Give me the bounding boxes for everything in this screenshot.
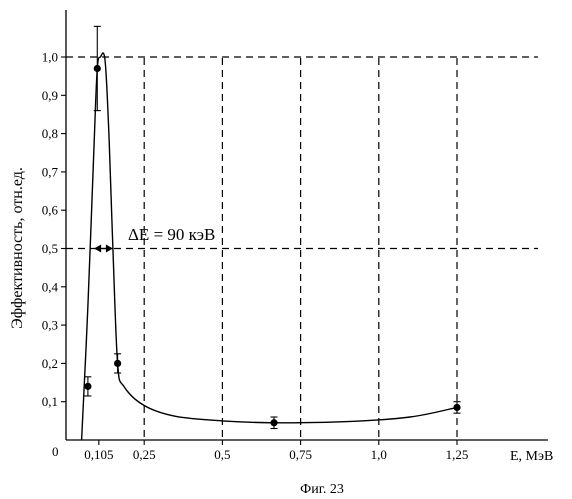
y-tick-label: 0,6 bbox=[42, 203, 59, 218]
y-tick-label: 0,5 bbox=[42, 241, 58, 256]
efficiency-curve bbox=[82, 53, 457, 440]
origin-label: 0 bbox=[52, 444, 59, 459]
x-tick-label: 0,5 bbox=[214, 447, 230, 462]
y-tick-label: 0,1 bbox=[42, 394, 58, 409]
curve-layer bbox=[82, 53, 457, 440]
x-axis-title: E, МэВ bbox=[510, 449, 553, 464]
x-tick-label: 0,25 bbox=[133, 447, 156, 462]
data-point bbox=[114, 360, 121, 367]
x-tick-label: 0,75 bbox=[289, 447, 312, 462]
x-tick-label: 0,105 bbox=[84, 447, 113, 462]
tick-labels: 0,105 0,25 0,5 0,75 1,0 1,25 0,1 0,2 0,3 0,4 0,5 0,… bbox=[42, 50, 469, 463]
y-tick-label: 0,4 bbox=[42, 279, 59, 294]
y-tick-label: 0,7 bbox=[42, 164, 59, 179]
figure-caption: Фиг. 23 bbox=[300, 482, 344, 497]
data-point bbox=[453, 404, 460, 411]
grid-lines bbox=[66, 57, 538, 440]
delta-e-label: ΔE = 90 кэВ bbox=[128, 225, 215, 244]
data-point bbox=[84, 383, 91, 390]
data-point bbox=[270, 419, 277, 426]
y-axis-title: Эффективность, отн.ед. bbox=[9, 167, 26, 329]
arrow-head-left bbox=[94, 245, 101, 253]
x-tick-label: 1,25 bbox=[446, 447, 469, 462]
arrow-head-right bbox=[106, 245, 113, 253]
x-tick-label: 1,0 bbox=[371, 447, 387, 462]
y-tick-label: 1,0 bbox=[42, 50, 58, 65]
y-tick-label: 0,8 bbox=[42, 126, 58, 141]
y-tick-label: 0,9 bbox=[42, 88, 58, 103]
y-tick-label: 0,3 bbox=[42, 318, 58, 333]
y-tick-label: 0,2 bbox=[42, 356, 58, 371]
data-point bbox=[94, 65, 101, 72]
